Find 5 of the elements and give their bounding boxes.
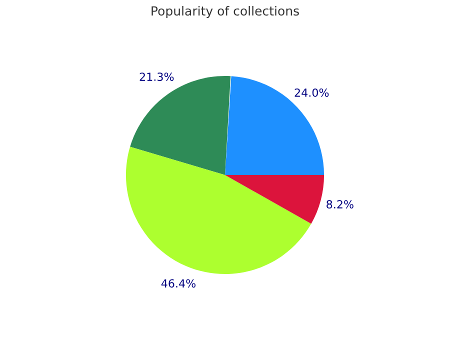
data-label: 46.4% <box>161 279 196 288</box>
data-label: 24.0% <box>294 88 329 97</box>
data-label: 21.3% <box>140 72 174 81</box>
chart-title: Popularity of collections <box>152 6 299 18</box>
data-label: 8.2% <box>326 200 354 209</box>
